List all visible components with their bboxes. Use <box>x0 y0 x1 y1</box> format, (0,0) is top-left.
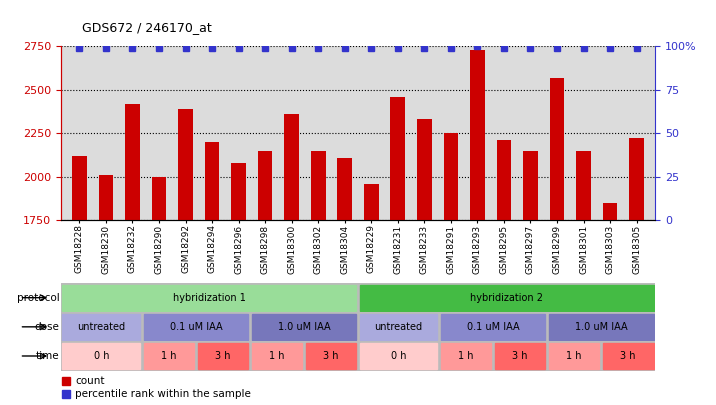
Bar <box>629 139 644 220</box>
Bar <box>311 151 326 220</box>
FancyBboxPatch shape <box>251 314 357 340</box>
Bar <box>337 158 352 220</box>
Bar <box>178 109 193 220</box>
Text: percentile rank within the sample: percentile rank within the sample <box>75 390 251 399</box>
Bar <box>550 77 564 220</box>
FancyBboxPatch shape <box>61 312 655 341</box>
Text: hybridization 1: hybridization 1 <box>173 293 246 303</box>
Text: 1.0 uM IAA: 1.0 uM IAA <box>575 322 627 332</box>
Text: 3 h: 3 h <box>216 351 231 361</box>
Text: protocol: protocol <box>16 293 59 303</box>
FancyBboxPatch shape <box>143 343 194 369</box>
Text: 0 h: 0 h <box>94 351 109 361</box>
Text: 0.1 uM IAA: 0.1 uM IAA <box>170 322 222 332</box>
FancyBboxPatch shape <box>62 314 140 340</box>
Bar <box>390 97 405 220</box>
Text: 1 h: 1 h <box>458 351 474 361</box>
Bar <box>284 114 299 220</box>
FancyBboxPatch shape <box>359 285 654 311</box>
Text: 1 h: 1 h <box>161 351 177 361</box>
Bar <box>99 175 113 220</box>
Text: 0 h: 0 h <box>391 351 406 361</box>
Text: 1 h: 1 h <box>269 351 285 361</box>
FancyBboxPatch shape <box>198 343 248 369</box>
FancyBboxPatch shape <box>440 314 546 340</box>
FancyBboxPatch shape <box>62 285 357 311</box>
FancyBboxPatch shape <box>548 343 599 369</box>
Text: time: time <box>36 351 59 361</box>
Text: 3 h: 3 h <box>620 351 636 361</box>
FancyBboxPatch shape <box>359 343 437 369</box>
FancyBboxPatch shape <box>62 343 140 369</box>
Bar <box>576 151 591 220</box>
Text: count: count <box>75 376 105 386</box>
Text: dose: dose <box>34 322 59 332</box>
FancyBboxPatch shape <box>495 343 546 369</box>
FancyBboxPatch shape <box>306 343 357 369</box>
Bar <box>152 177 166 220</box>
Text: untreated: untreated <box>77 322 125 332</box>
Bar <box>417 119 432 220</box>
Text: GDS672 / 246170_at: GDS672 / 246170_at <box>82 21 212 34</box>
Bar <box>497 140 511 220</box>
Bar <box>470 50 485 220</box>
FancyBboxPatch shape <box>61 341 655 371</box>
Text: 0.1 uM IAA: 0.1 uM IAA <box>467 322 519 332</box>
Text: 3 h: 3 h <box>513 351 528 361</box>
Text: 1 h: 1 h <box>566 351 582 361</box>
Bar <box>443 133 458 220</box>
FancyBboxPatch shape <box>251 343 302 369</box>
FancyBboxPatch shape <box>548 314 654 340</box>
Bar <box>125 104 140 220</box>
FancyBboxPatch shape <box>359 314 437 340</box>
Bar <box>205 142 219 220</box>
FancyBboxPatch shape <box>143 314 248 340</box>
FancyBboxPatch shape <box>440 343 491 369</box>
Bar <box>258 151 273 220</box>
Text: 3 h: 3 h <box>323 351 339 361</box>
Bar <box>364 184 379 220</box>
Bar <box>231 163 246 220</box>
FancyBboxPatch shape <box>603 343 654 369</box>
FancyBboxPatch shape <box>61 283 655 312</box>
Bar <box>72 156 87 220</box>
Bar <box>523 151 538 220</box>
Text: untreated: untreated <box>374 322 422 332</box>
Text: hybridization 2: hybridization 2 <box>470 293 543 303</box>
Text: 1.0 uM IAA: 1.0 uM IAA <box>278 322 330 332</box>
Bar <box>603 203 617 220</box>
